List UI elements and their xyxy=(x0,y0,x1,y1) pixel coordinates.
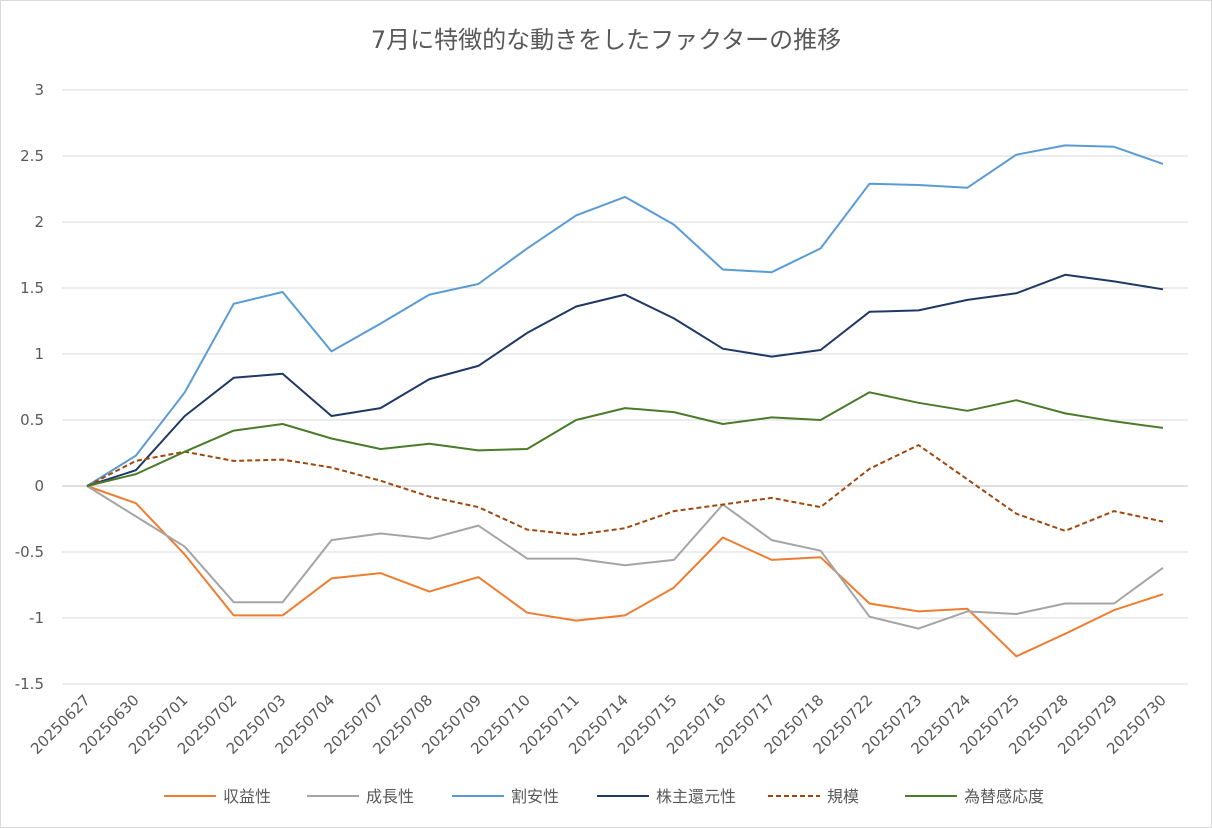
y-tick-label: 2.5 xyxy=(20,147,44,165)
legend: 収益性 成長性 割安性 株主還元性 規模 為替感応度 xyxy=(164,787,1044,806)
legend-label: 為替感応度 xyxy=(964,787,1044,806)
x-axis-ticks: 2025062720250630202507012025070220250703… xyxy=(27,691,1170,758)
legend-item: 収益性 xyxy=(164,787,271,806)
series-line-6 xyxy=(86,391,1164,487)
series-line-1 xyxy=(86,485,1164,658)
gridlines xyxy=(62,89,1188,685)
legend-label: 成長性 xyxy=(366,787,414,806)
series-line-5 xyxy=(86,444,1164,536)
legend-item: 規模 xyxy=(768,787,859,806)
y-tick-label: 1.5 xyxy=(20,279,44,297)
y-tick-label: 0 xyxy=(34,477,44,495)
legend-label: 収益性 xyxy=(223,787,271,806)
legend-item: 為替感応度 xyxy=(905,787,1044,806)
legend-item: 株主還元性 xyxy=(597,787,736,806)
y-tick-label: -1.5 xyxy=(15,675,44,693)
series-line-3 xyxy=(86,144,1164,487)
y-tick-label: -1 xyxy=(29,609,44,627)
y-axis-ticks: -1.5 -1 -0.5 0 0.5 1 1.5 2 2.5 3 xyxy=(15,81,44,693)
series-line-4 xyxy=(86,273,1164,487)
y-tick-label: -0.5 xyxy=(15,543,44,561)
y-tick-label: 0.5 xyxy=(20,411,44,429)
legend-label: 株主還元性 xyxy=(656,787,736,806)
y-tick-label: 2 xyxy=(34,213,44,231)
y-tick-label: 3 xyxy=(34,81,44,99)
legend-item: 割安性 xyxy=(452,787,559,806)
legend-label: 規模 xyxy=(827,787,859,806)
legend-label: 割安性 xyxy=(511,787,559,806)
legend-item: 成長性 xyxy=(307,787,414,806)
series-line-2 xyxy=(86,485,1164,630)
series-lines xyxy=(86,144,1164,658)
chart-title: 7月に特徴的な動きをしたファクターの推移 xyxy=(371,26,841,54)
y-tick-label: 1 xyxy=(34,345,44,363)
